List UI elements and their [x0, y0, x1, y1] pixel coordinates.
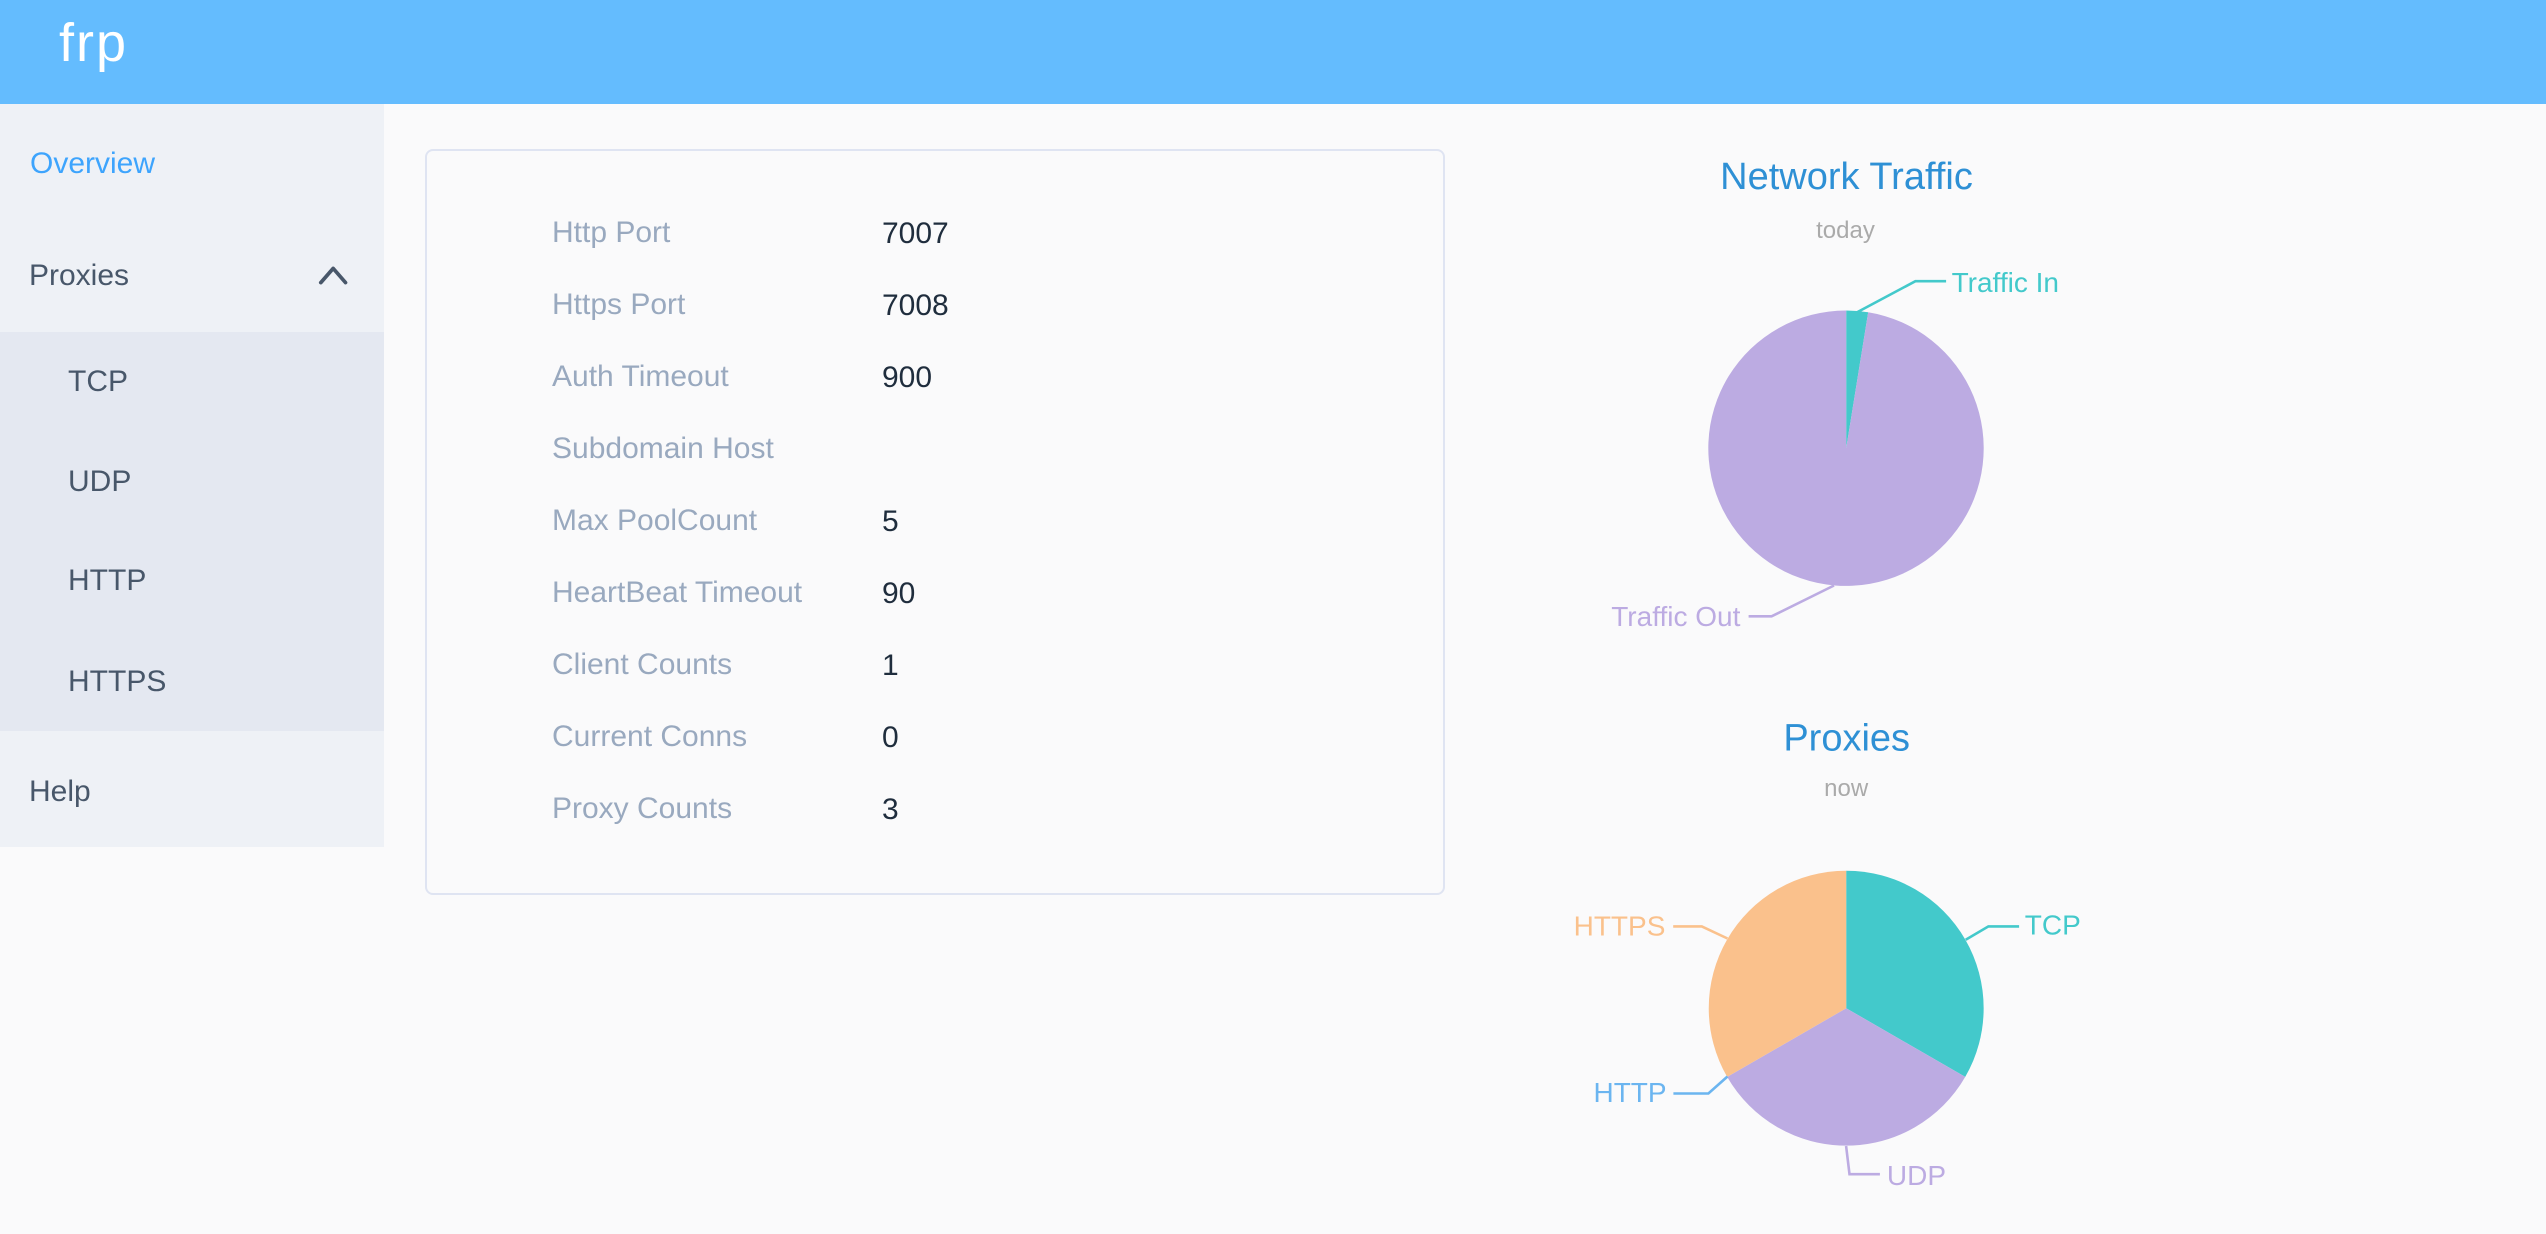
svg-text:HTTP: HTTP [1593, 1077, 1666, 1108]
svg-text:now: now [1824, 775, 1869, 802]
svg-text:HTTPS: HTTPS [1574, 910, 1666, 941]
svg-text:Network Traffic: Network Traffic [1720, 156, 1973, 198]
svg-text:UDP: UDP [1887, 1160, 1946, 1191]
svg-text:TCP: TCP [2025, 910, 2081, 941]
svg-text:today: today [1816, 217, 1875, 244]
svg-text:Proxies: Proxies [1783, 717, 1910, 759]
svg-text:Traffic Out: Traffic Out [1611, 601, 1740, 632]
svg-text:Traffic In: Traffic In [1952, 267, 2059, 298]
